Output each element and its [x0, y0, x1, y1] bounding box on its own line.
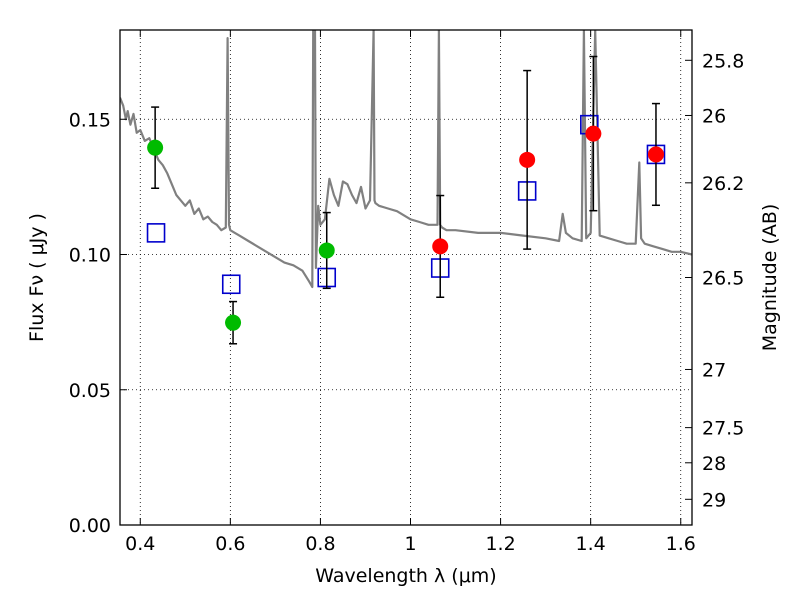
x-tick-label: 0.8 — [305, 533, 335, 555]
red-data-point — [585, 125, 602, 142]
model-flux-box — [146, 223, 166, 243]
model-flux-box — [221, 274, 241, 295]
y2-tick-label: 25.8 — [702, 50, 744, 72]
y-axis-title: Flux Fν ( μJy ) — [26, 213, 48, 342]
x-tick-label: 0.6 — [215, 533, 245, 555]
y2-tick-label: 29 — [702, 489, 726, 511]
x-tick-label: 1.2 — [485, 533, 515, 555]
x-tick-label: 1.4 — [576, 533, 606, 555]
green-data-point — [318, 242, 335, 259]
red-data-point — [432, 238, 449, 255]
y-tick-label: 0.15 — [69, 109, 111, 131]
y2-tick-label: 27.5 — [702, 418, 744, 440]
y2-axis-title: Magnitude (AB) — [759, 204, 781, 352]
y-tick-label: 0.05 — [69, 380, 111, 402]
data-points-layer — [146, 55, 666, 345]
y2-tick-label: 26.5 — [702, 268, 744, 290]
y2-tick-label: 28 — [702, 453, 726, 475]
green-data-point — [225, 314, 242, 331]
red-data-point — [647, 146, 664, 163]
template-spectrum-layer — [120, 30, 692, 289]
y2-tick-label: 27 — [702, 359, 726, 381]
y2-tick-label: 26.2 — [702, 173, 744, 195]
axis-ticks: 0.4 0.6 0.8 1 1.2 1.4 1.6 0.00 0.05 0.10 0.15 25.8 2… — [69, 30, 744, 555]
x-axis-title: Wavelength λ (μm) — [315, 565, 496, 587]
x-tick-label: 1 — [404, 533, 416, 555]
y-tick-label: 0.10 — [69, 245, 111, 267]
red-data-point — [519, 151, 536, 168]
y-tick-label: 0.00 — [69, 515, 111, 537]
green-data-point — [147, 139, 164, 156]
y2-tick-label: 26 — [702, 105, 726, 127]
template-spectrum-line — [120, 30, 692, 289]
x-tick-label: 1.6 — [666, 533, 696, 555]
x-tick-label: 0.4 — [125, 533, 155, 555]
